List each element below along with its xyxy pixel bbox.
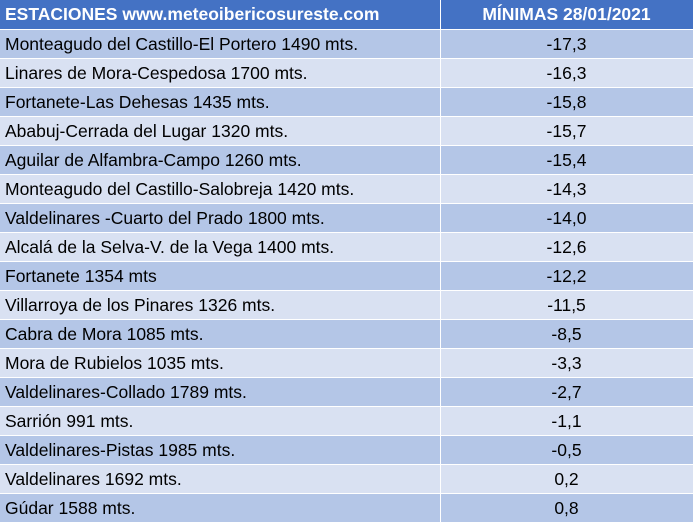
station-name: Villarroya de los Pinares 1326 mts. xyxy=(0,290,441,320)
min-temperature: -15,4 xyxy=(440,145,693,175)
station-name: Fortanete-Las Dehesas 1435 mts. xyxy=(0,87,441,117)
table-row: Linares de Mora-Cespedosa 1700 mts. -16,… xyxy=(0,58,693,88)
table-row: Ababuj-Cerrada del Lugar 1320 mts. -15,7 xyxy=(0,116,693,146)
min-temperature: 0,2 xyxy=(440,464,693,494)
min-temperature: -0,5 xyxy=(440,435,693,465)
station-name: Aguilar de Alfambra-Campo 1260 mts. xyxy=(0,145,441,175)
min-temperature: -15,8 xyxy=(440,87,693,117)
table-row: Monteagudo del Castillo-Salobreja 1420 m… xyxy=(0,174,693,204)
table-row: Fortanete 1354 mts -12,2 xyxy=(0,261,693,291)
table-row: Alcalá de la Selva-V. de la Vega 1400 mt… xyxy=(0,232,693,262)
min-temperature: -8,5 xyxy=(440,319,693,349)
station-name: Fortanete 1354 mts xyxy=(0,261,441,291)
station-name: Valdelinares-Pistas 1985 mts. xyxy=(0,435,441,465)
min-temperature: -14,3 xyxy=(440,174,693,204)
table-row: Aguilar de Alfambra-Campo 1260 mts. -15,… xyxy=(0,145,693,175)
min-temperature: -11,5 xyxy=(440,290,693,320)
table-row: Villarroya de los Pinares 1326 mts. -11,… xyxy=(0,290,693,320)
table-row: Monteagudo del Castillo-El Portero 1490 … xyxy=(0,29,693,59)
min-temperature: -2,7 xyxy=(440,377,693,407)
min-temperature: -12,6 xyxy=(440,232,693,262)
min-temperature: -15,7 xyxy=(440,116,693,146)
station-name: Gúdar 1588 mts. xyxy=(0,493,441,523)
station-name: Alcalá de la Selva-V. de la Vega 1400 mt… xyxy=(0,232,441,262)
station-name: Ababuj-Cerrada del Lugar 1320 mts. xyxy=(0,116,441,146)
min-temperature: 0,8 xyxy=(440,493,693,523)
table-row: Valdelinares 1692 mts. 0,2 xyxy=(0,464,693,494)
station-name: Cabra de Mora 1085 mts. xyxy=(0,319,441,349)
table-row: Valdelinares -Cuarto del Prado 1800 mts.… xyxy=(0,203,693,233)
table-row: Cabra de Mora 1085 mts. -8,5 xyxy=(0,319,693,349)
station-name: Valdelinares -Cuarto del Prado 1800 mts. xyxy=(0,203,441,233)
min-temperature: -1,1 xyxy=(440,406,693,436)
table-row: Gúdar 1588 mts. 0,8 xyxy=(0,493,693,523)
station-name: Valdelinares-Collado 1789 mts. xyxy=(0,377,441,407)
station-name: Mora de Rubielos 1035 mts. xyxy=(0,348,441,378)
station-name: Valdelinares 1692 mts. xyxy=(0,464,441,494)
station-name: Sarrión 991 mts. xyxy=(0,406,441,436)
table-header-row: ESTACIONES www.meteoibericosureste.com M… xyxy=(0,0,693,30)
table-row: Fortanete-Las Dehesas 1435 mts. -15,8 xyxy=(0,87,693,117)
header-stations: ESTACIONES www.meteoibericosureste.com xyxy=(0,0,441,30)
station-name: Monteagudo del Castillo-El Portero 1490 … xyxy=(0,29,441,59)
header-minimas: MÍNIMAS 28/01/2021 xyxy=(440,0,693,30)
min-temperature: -16,3 xyxy=(440,58,693,88)
station-name: Monteagudo del Castillo-Salobreja 1420 m… xyxy=(0,174,441,204)
table-row: Valdelinares-Collado 1789 mts. -2,7 xyxy=(0,377,693,407)
min-temperature: -3,3 xyxy=(440,348,693,378)
min-temperature: -14,0 xyxy=(440,203,693,233)
min-temperature: -12,2 xyxy=(440,261,693,291)
station-name: Linares de Mora-Cespedosa 1700 mts. xyxy=(0,58,441,88)
table-row: Mora de Rubielos 1035 mts. -3,3 xyxy=(0,348,693,378)
min-temperature: -17,3 xyxy=(440,29,693,59)
table-row: Sarrión 991 mts. -1,1 xyxy=(0,406,693,436)
table-row: Valdelinares-Pistas 1985 mts. -0,5 xyxy=(0,435,693,465)
